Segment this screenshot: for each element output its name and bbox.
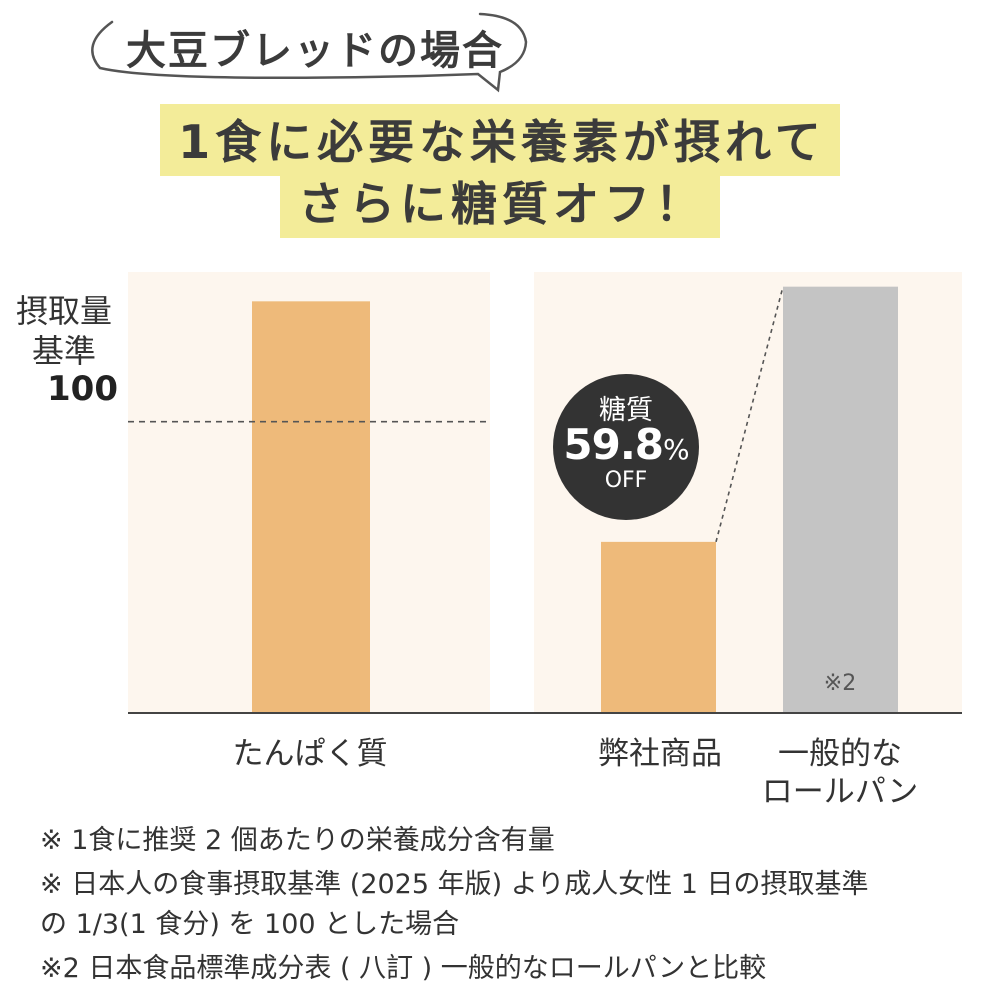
speech-bubble <box>91 12 528 93</box>
badge-off-text: OFF <box>604 468 648 493</box>
bar-our-product <box>601 541 716 712</box>
carb-off-badge: 糖質 59.8% OFF <box>553 374 699 520</box>
headline-line-2: さらに糖質オフ！ <box>280 166 720 238</box>
badge-unit: % <box>663 433 690 466</box>
bar-roll-bread <box>783 286 898 712</box>
badge-label: 糖質 <box>599 395 653 426</box>
reference-line-label: 100 <box>47 369 118 409</box>
bar-footnote-mark: ※2 <box>824 671 856 696</box>
category-label-our-product: 弊社商品 <box>598 736 722 772</box>
y-axis-label-line-1: 摂取量 <box>15 292 112 330</box>
footnote-2: ※ 日本人の食事摂取基準 (2025 年版) より成人女性 1 日の摂取基準 <box>40 869 869 900</box>
bubble-title: 大豆ブレッドの場合 <box>126 28 504 74</box>
footnote-3: ※2 日本食品標準成分表 ( 八訂 ) 一般的なロールパンと比較 <box>40 953 767 984</box>
category-label-roll-line-2: ロールパン <box>761 774 919 810</box>
footnote-1: ※ 1食に推奨 2 個あたりの栄養成分含有量 <box>40 825 555 856</box>
headline-line-1: 1食に必要な栄養素が摂れて <box>160 104 840 176</box>
badge-number: 59.8 <box>563 420 664 469</box>
y-axis-label-line-2: 基準 <box>31 332 96 370</box>
footnote-2-cont: の 1/3(1 食分) を 100 とした場合 <box>40 909 460 940</box>
reduction-connector-line <box>715 286 784 543</box>
bar-protein <box>252 301 370 712</box>
category-label-protein: たんぱく質 <box>232 736 388 772</box>
category-label-roll-line-1: 一般的な <box>778 736 902 772</box>
badge-value: 59.8% <box>553 420 699 469</box>
